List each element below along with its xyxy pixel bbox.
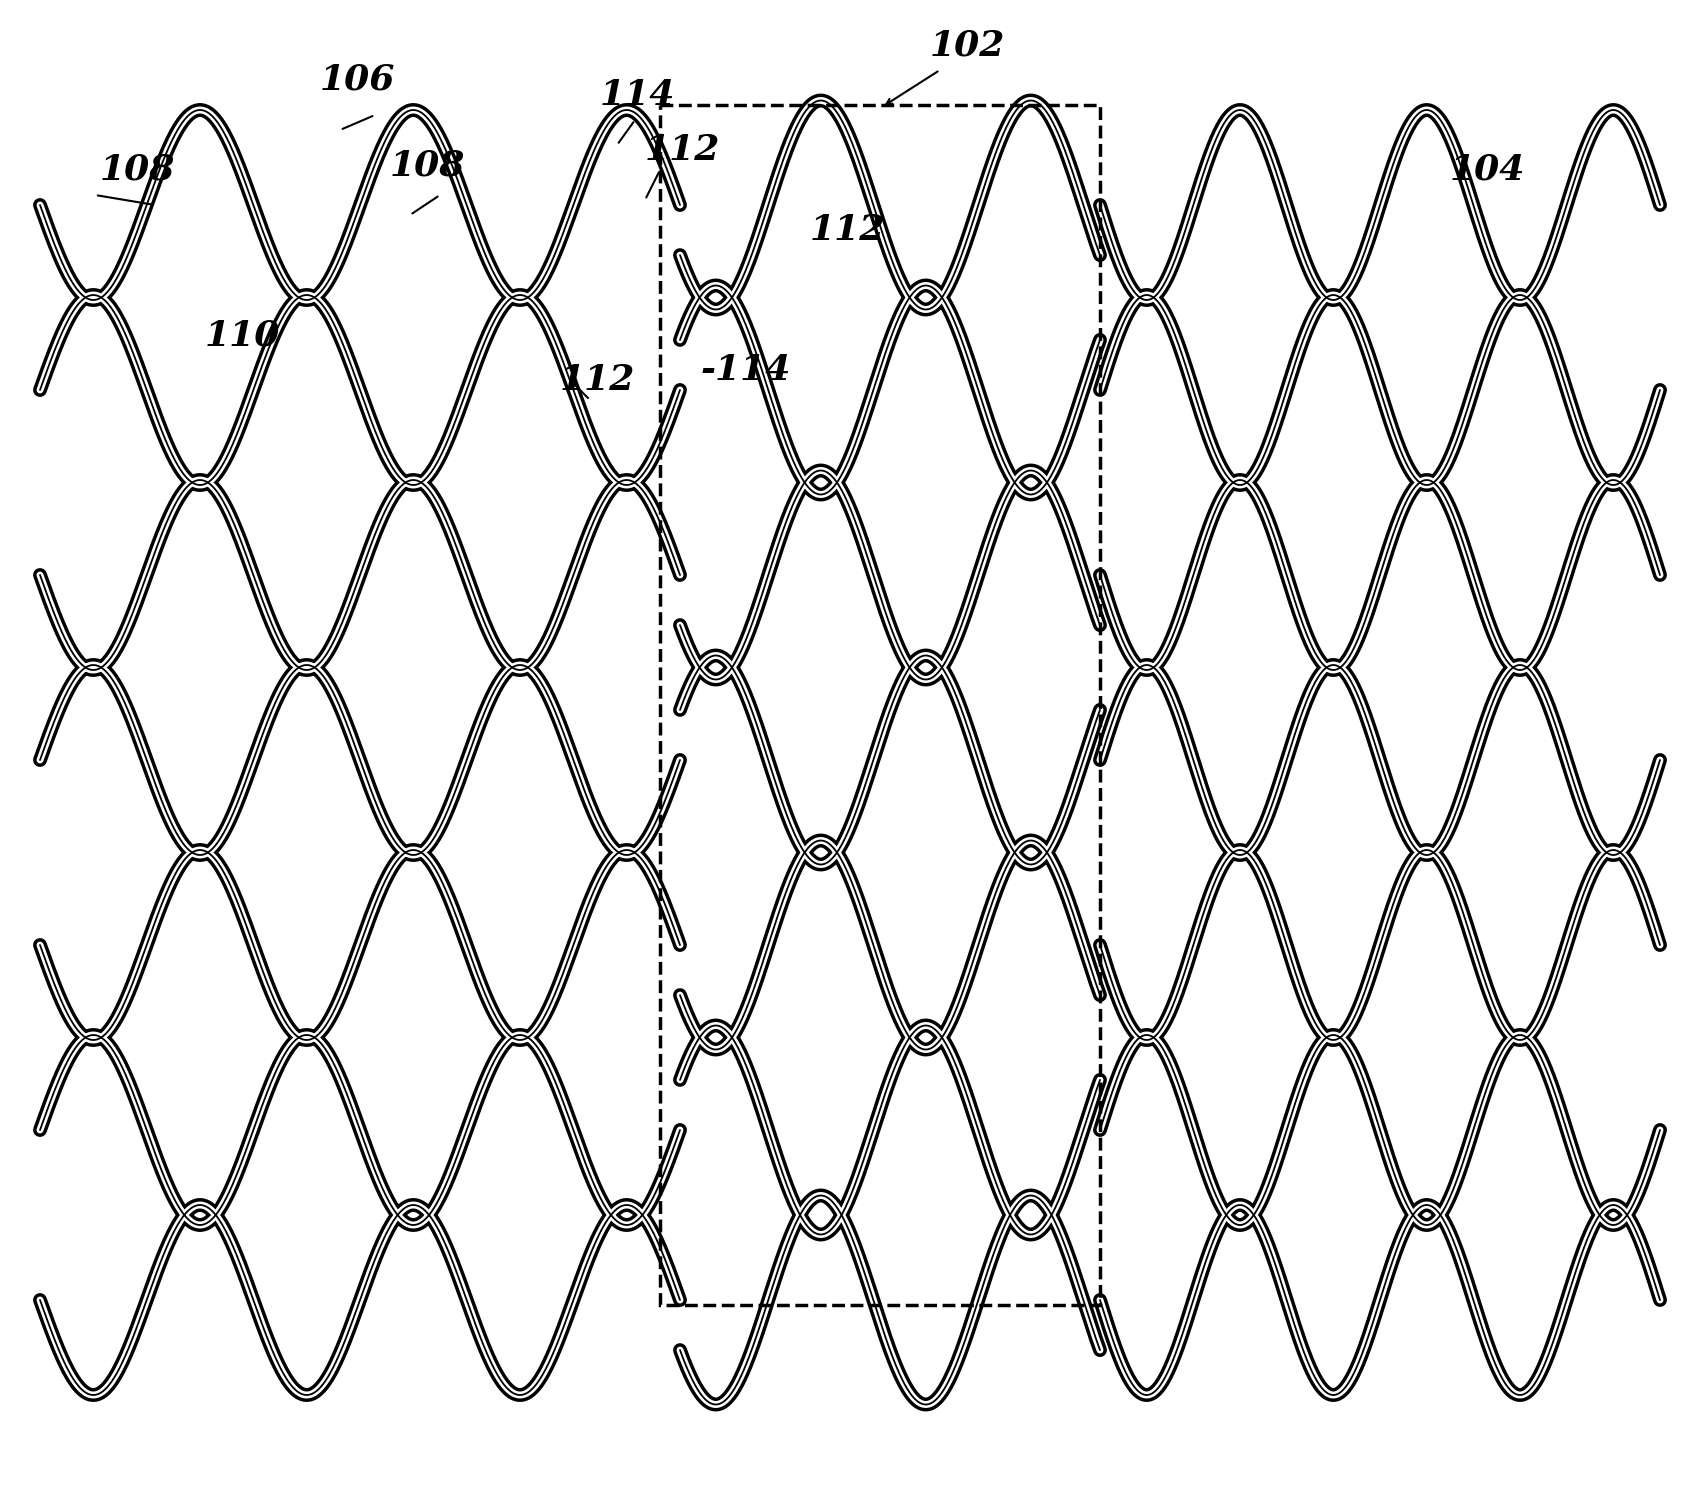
Text: 108: 108 (100, 153, 175, 187)
Text: 102: 102 (930, 28, 1005, 62)
Text: 108: 108 (390, 149, 465, 181)
Text: -114: -114 (700, 354, 790, 386)
Text: 112: 112 (645, 134, 720, 166)
Bar (661, 106, 1100, 1305)
Text: 110: 110 (204, 318, 281, 352)
Text: 114: 114 (599, 77, 676, 111)
Text: 112: 112 (560, 363, 635, 397)
Text: 112: 112 (811, 212, 886, 247)
Text: 104: 104 (1449, 153, 1526, 187)
Text: 106: 106 (320, 62, 395, 97)
